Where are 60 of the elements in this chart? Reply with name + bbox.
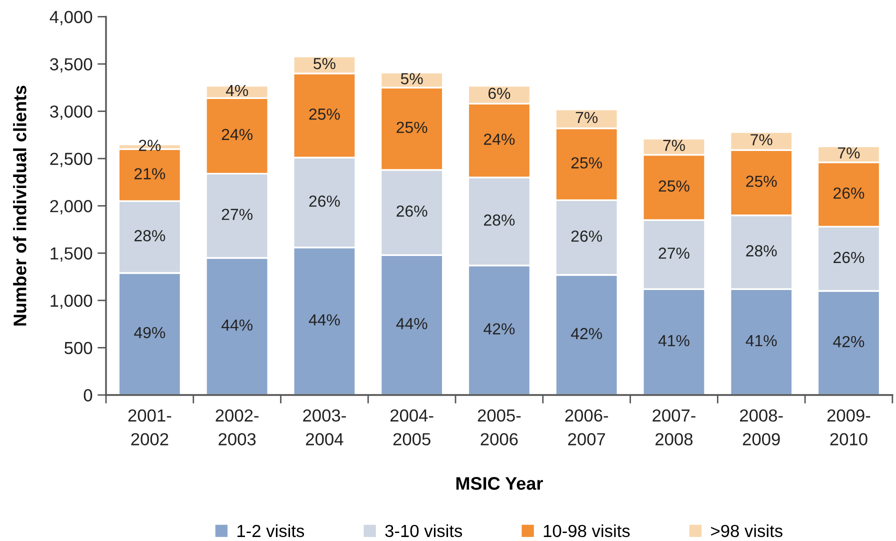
annotation: 25% bbox=[571, 157, 602, 169]
annotation: 42% bbox=[570, 328, 602, 340]
annotation: 7% bbox=[750, 134, 772, 146]
y-tick-label: 2,500 bbox=[50, 152, 92, 168]
annotation: 41% bbox=[746, 335, 777, 346]
annotation: 44% bbox=[308, 314, 340, 326]
y-axis-title: Number of individual clients bbox=[13, 86, 26, 326]
x-tick-label: 2007-2008 bbox=[652, 409, 696, 446]
annotation: 26% bbox=[396, 205, 428, 217]
annotation: 26% bbox=[834, 252, 864, 264]
annotation: 49% bbox=[134, 326, 166, 338]
annotation: 42% bbox=[484, 323, 515, 334]
y-tick-label: 500 bbox=[64, 342, 92, 354]
legend-label: 1-2 visits bbox=[238, 524, 304, 538]
x-tick-label: 2009-2010 bbox=[827, 409, 870, 446]
annotation: 25% bbox=[309, 108, 340, 120]
y-tick-label: 3,000 bbox=[50, 105, 92, 120]
x-tick-label: 2003-2004 bbox=[303, 409, 346, 446]
legend-label: 10-98 visits bbox=[544, 524, 630, 538]
y-tick-label: 0 bbox=[84, 389, 92, 402]
x-tick-label: 2004-2005 bbox=[390, 409, 434, 446]
x-axis-title: MSIC Year bbox=[456, 477, 543, 490]
legend-label: >98 visits bbox=[711, 524, 782, 538]
annotation: 44% bbox=[221, 319, 252, 331]
y-tick-label: 1,000 bbox=[50, 294, 92, 309]
annotation: 7% bbox=[576, 112, 598, 124]
annotation: 28% bbox=[746, 245, 777, 256]
annotation: 27% bbox=[222, 208, 252, 220]
annotation: 4% bbox=[226, 84, 248, 96]
annotation: 24% bbox=[484, 134, 515, 145]
annotation: 28% bbox=[484, 214, 515, 226]
y-tick-label: 4,000 bbox=[50, 10, 92, 26]
legend-label: 3-10 visits bbox=[385, 524, 462, 538]
x-tick-label: 2006-2007 bbox=[565, 409, 608, 446]
annotation: 44% bbox=[396, 318, 428, 330]
x-tick-label: 2001-2002 bbox=[128, 409, 172, 446]
annotation: 6% bbox=[488, 88, 510, 100]
annotation: 5% bbox=[400, 73, 423, 84]
annotation: 41% bbox=[658, 335, 690, 346]
annotation: 25% bbox=[746, 176, 777, 187]
annotation: 5% bbox=[314, 58, 336, 70]
annotation: 26% bbox=[834, 187, 864, 199]
annotation: 27% bbox=[658, 248, 690, 259]
x-tick-label: 2005-2006 bbox=[478, 409, 521, 446]
annotation: 2% bbox=[138, 140, 161, 151]
annotation: 25% bbox=[396, 122, 428, 134]
annotation: 26% bbox=[309, 196, 340, 207]
y-tick-label: 1,500 bbox=[50, 247, 92, 262]
annotation: 7% bbox=[838, 147, 860, 159]
annotation: 25% bbox=[658, 180, 690, 192]
annotation: 24% bbox=[222, 128, 252, 140]
y-tick-label: 3,500 bbox=[50, 58, 92, 72]
x-tick-label: 2008-2009 bbox=[740, 409, 783, 446]
annotation: 7% bbox=[663, 140, 685, 151]
annotation: 21% bbox=[134, 168, 166, 180]
x-tick-label: 2002-2003 bbox=[216, 409, 258, 446]
annotation: 42% bbox=[833, 336, 864, 348]
y-tick-label: 2,000 bbox=[50, 200, 92, 214]
annotation: 26% bbox=[571, 230, 602, 242]
annotation: 28% bbox=[134, 230, 166, 242]
